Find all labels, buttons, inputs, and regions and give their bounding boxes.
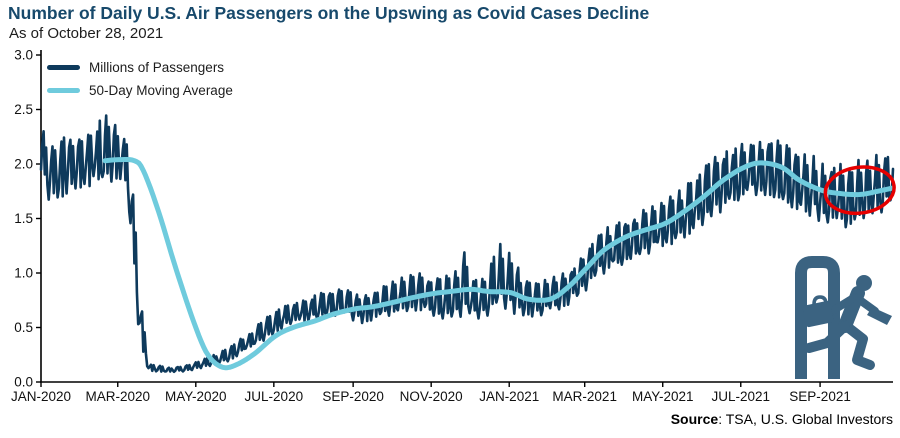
- x-axis-label: MAY-2020: [165, 389, 227, 404]
- runner-front-arm: [825, 293, 859, 317]
- x-axis-label: MAR-2020: [85, 389, 150, 404]
- daily-series-line: [39, 114, 895, 374]
- y-axis-label: 2.5: [14, 102, 33, 117]
- legend-label-moving-average: 50-Day Moving Average: [89, 83, 233, 98]
- y-axis-label: 1.5: [14, 211, 33, 226]
- portfolio-bag-icon: [867, 307, 892, 325]
- y-axis-label: 0.0: [14, 375, 33, 390]
- runner-head: [856, 275, 872, 291]
- runner-front-leg: [840, 320, 875, 370]
- door-frame-icon: [795, 256, 840, 379]
- chart-legend: Millions of Passengers 50-Day Moving Ave…: [47, 60, 233, 98]
- x-axis-label: NOV-2020: [400, 389, 463, 404]
- moving-average-line: [102, 157, 896, 371]
- runner-back-leg: [804, 321, 850, 353]
- legend-item-moving-average: 50-Day Moving Average: [47, 83, 233, 98]
- source-label: Source: [670, 411, 719, 427]
- briefcase-handle: [812, 295, 828, 305]
- x-axis-label: JAN-2020: [11, 389, 71, 404]
- briefcase-icon: [802, 300, 834, 328]
- legend-item-daily: Millions of Passengers: [47, 60, 233, 75]
- x-axis-label: JUL-2020: [245, 389, 304, 404]
- moving-average-swatch: [47, 88, 80, 93]
- x-axis-label: SEP-2021: [789, 389, 851, 404]
- y-axis-label: 0.5: [14, 320, 33, 335]
- traveler-door-icon: [787, 251, 893, 383]
- y-axis-label: 2.0: [14, 157, 33, 172]
- daily-series-swatch: [47, 65, 80, 70]
- source-credit: Source: TSA, U.S. Global Investors: [671, 411, 893, 427]
- x-axis-label: MAR-2021: [552, 389, 617, 404]
- x-axis-label: SEP-2020: [322, 389, 384, 404]
- y-axis-label: 1.0: [14, 266, 33, 281]
- highlight-ellipse-annotation: [823, 165, 896, 216]
- x-axis-label: JAN-2021: [479, 389, 539, 404]
- y-axis-label: 3.0: [14, 48, 33, 63]
- x-axis-label: MAY-2021: [632, 389, 694, 404]
- x-axis-label: JUL-2021: [711, 389, 770, 404]
- page-title: Number of Daily U.S. Air Passengers on t…: [8, 3, 650, 23]
- source-text: : TSA, U.S. Global Investors: [718, 411, 893, 427]
- page-subtitle: As of October 28, 2021: [9, 25, 164, 42]
- legend-label-daily: Millions of Passengers: [89, 60, 225, 75]
